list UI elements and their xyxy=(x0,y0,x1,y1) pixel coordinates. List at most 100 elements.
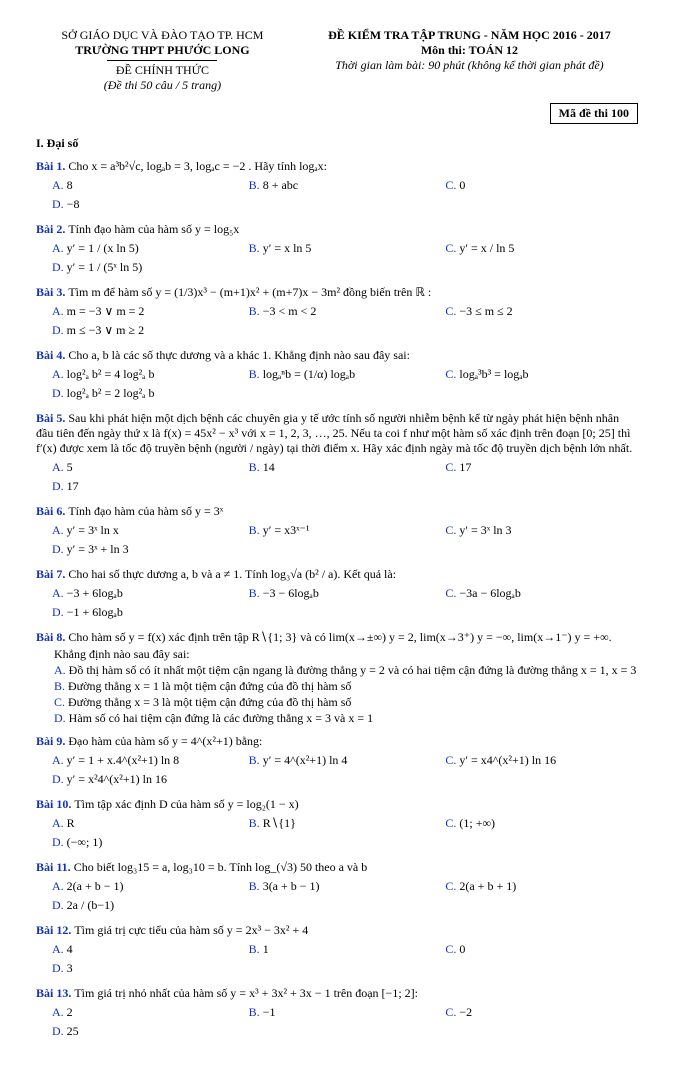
choice-text: −2 xyxy=(459,1005,472,1019)
choice-label: A. xyxy=(52,460,67,474)
problem-statement: Bài 11. Cho biết log₃15 = a, log₃10 = b.… xyxy=(36,860,638,875)
choice: C. y′ = x / ln 5 xyxy=(441,239,638,258)
choice-text: (1; +∞) xyxy=(459,816,495,830)
choice: B. −1 xyxy=(245,1003,442,1022)
problem-text: Cho hàm số y = f(x) xác định trên tập R∖… xyxy=(68,630,611,644)
choice-text: Đường thẳng x = 1 là một tiệm cận đứng c… xyxy=(68,679,351,693)
choice-label: A. xyxy=(52,304,67,318)
choice: C. y′ = 3ˣ ln 3 xyxy=(441,521,638,540)
choice: B. y′ = x ln 5 xyxy=(245,239,442,258)
choice: B. 14 xyxy=(245,458,442,477)
choice-label: B. xyxy=(249,586,263,600)
choice: D. (−∞; 1) xyxy=(48,833,638,852)
problem-text: Cho x = a³b²√c, logₐb = 3, logₐc = −2 . … xyxy=(68,159,327,173)
problem-number: Bài 2. xyxy=(36,222,68,236)
school-name: TRƯỜNG THPT PHƯỚC LONG xyxy=(36,43,289,58)
choice-label: D. xyxy=(52,323,67,337)
problem-number: Bài 7. xyxy=(36,567,68,581)
choice-text: logₐ³b³ = logₐb xyxy=(459,367,528,381)
duration-line: Thời gian làm bài: 90 phút (không kể thờ… xyxy=(301,58,638,73)
choice: C. −3 ≤ m ≤ 2 xyxy=(441,302,638,321)
problem-number: Bài 8. xyxy=(36,630,68,644)
choice-row: A. 4B. 1C. 0D. 3 xyxy=(48,940,638,978)
problem-statement: Bài 6. Tính đạo hàm của hàm số y = 3ˣ xyxy=(36,504,638,519)
choice-label: B. xyxy=(249,241,263,255)
choice: A. y′ = 1 + x.4^(x²+1) ln 8 xyxy=(48,751,245,770)
choice-label: D. xyxy=(52,835,67,849)
choice-text: 2(a + b + 1) xyxy=(459,879,516,893)
problem-text: Cho hai số thực dương a, b và a ≠ 1. Tín… xyxy=(68,567,396,581)
problem-subtext: Khẳng định nào sau đây sai: xyxy=(54,647,638,662)
choice-text: m ≤ −3 ∨ m ≥ 2 xyxy=(67,323,144,337)
choice-label: A. xyxy=(54,663,69,677)
problem-text: Sau khi phát hiện một dịch bệnh các chuy… xyxy=(36,411,632,455)
choice-label: A. xyxy=(52,753,67,767)
choice-text: logₐⁿb = (1/α) logₐb xyxy=(263,367,355,381)
official-label: ĐỀ CHÍNH THỨC xyxy=(36,63,289,78)
choice: A. 5 xyxy=(48,458,245,477)
choice-text: −3 < m < 2 xyxy=(263,304,317,318)
choice: B. logₐⁿb = (1/α) logₐb xyxy=(245,365,442,384)
ministry-line: SỞ GIÁO DỤC VÀ ĐÀO TẠO TP. HCM xyxy=(36,28,289,43)
problem: Bài 11. Cho biết log₃15 = a, log₃10 = b.… xyxy=(36,860,638,915)
choice-text: 17 xyxy=(459,460,471,474)
exam-title: ĐỀ KIỂM TRA TẬP TRUNG - NĂM HỌC 2016 - 2… xyxy=(301,28,638,43)
header-right: ĐỀ KIỂM TRA TẬP TRUNG - NĂM HỌC 2016 - 2… xyxy=(301,28,638,93)
choice-row: A. y′ = 3ˣ ln xB. y′ = x3ˣ⁻¹C. y′ = 3ˣ l… xyxy=(48,521,638,559)
problem-statement: Bài 3. Tìm m để hàm số y = (1/3)x³ − (m+… xyxy=(36,285,638,300)
choice: A. 8 xyxy=(48,176,245,195)
choice: B. 3(a + b − 1) xyxy=(245,877,442,896)
problem-statement: Bài 5. Sau khi phát hiện một dịch bệnh c… xyxy=(36,411,638,456)
choice: C. 0 xyxy=(441,176,638,195)
problem-statement: Bài 1. Cho x = a³b²√c, logₐb = 3, logₐc … xyxy=(36,159,638,174)
choice: B. y′ = x3ˣ⁻¹ xyxy=(245,521,442,540)
choice-label: B. xyxy=(249,1005,263,1019)
choice: D. 25 xyxy=(48,1022,638,1041)
problem-number: Bài 1. xyxy=(36,159,68,173)
choice-row: A. m = −3 ∨ m = 2B. −3 < m < 2C. −3 ≤ m … xyxy=(48,302,638,340)
choice-text: 0 xyxy=(459,178,465,192)
choice-text: R xyxy=(67,816,75,830)
choice-text: 4 xyxy=(67,942,73,956)
choice-text: −1 + 6logₐb xyxy=(67,605,123,619)
problem-number: Bài 11. xyxy=(36,860,74,874)
choice-row: A. y′ = 1 + x.4^(x²+1) ln 8B. y′ = 4^(x²… xyxy=(48,751,638,789)
choice-label: C. xyxy=(54,695,68,709)
choice-label: D. xyxy=(52,197,67,211)
choice-text: y′ = 1 / (5ˣ ln 5) xyxy=(67,260,143,274)
choice-label: B. xyxy=(249,460,263,474)
subject-line: Môn thi: TOÁN 12 xyxy=(301,43,638,58)
problem: Bài 7. Cho hai số thực dương a, b và a ≠… xyxy=(36,567,638,622)
choice-label: C. xyxy=(445,816,459,830)
choice-text: 17 xyxy=(67,479,79,493)
problem-number: Bài 12. xyxy=(36,923,74,937)
choice: B. y′ = 4^(x²+1) ln 4 xyxy=(245,751,442,770)
problem-number: Bài 3. xyxy=(36,285,68,299)
problem-text: Tìm m để hàm số y = (1/3)x³ − (m+1)x² + … xyxy=(68,285,431,299)
choice: B. 1 xyxy=(245,940,442,959)
choice-row: A. 2B. −1C. −2D. 25 xyxy=(48,1003,638,1041)
choice-row: A. y′ = 1 / (x ln 5)B. y′ = x ln 5C. y′ … xyxy=(48,239,638,277)
choice-text: Đồ thị hàm số có ít nhất một tiệm cận ng… xyxy=(69,663,637,677)
choice: D. −1 + 6logₐb xyxy=(48,603,638,622)
choice-label: D. xyxy=(54,711,69,725)
problem-statement: Bài 4. Cho a, b là các số thực dương và … xyxy=(36,348,638,363)
choice-label: A. xyxy=(52,816,67,830)
problem-number: Bài 13. xyxy=(36,986,74,1000)
choice-label: A. xyxy=(52,1005,67,1019)
choice: D. log²ₐ b² = 2 log²ₐ b xyxy=(48,384,638,403)
problem-number: Bài 4. xyxy=(36,348,68,362)
header-left: SỞ GIÁO DỤC VÀ ĐÀO TẠO TP. HCM TRƯỜNG TH… xyxy=(36,28,289,93)
choice-label: B. xyxy=(249,367,263,381)
problem-number: Bài 10. xyxy=(36,797,74,811)
choice-row: A. −3 + 6logₐbB. −3 − 6logₐbC. −3a − 6lo… xyxy=(48,584,638,622)
problem-list: Bài 1. Cho x = a³b²√c, logₐb = 3, logₐc … xyxy=(36,159,638,1041)
choice: B. R∖{1} xyxy=(245,814,442,833)
choice-text: −1 xyxy=(263,1005,276,1019)
problem-number: Bài 9. xyxy=(36,734,68,748)
choice-text: 3 xyxy=(67,961,73,975)
problem-statement: Bài 12. Tìm giá trị cực tiểu của hàm số … xyxy=(36,923,638,938)
choice-text: 2a / (b−1) xyxy=(67,898,114,912)
choice-text: y′ = x ln 5 xyxy=(263,241,312,255)
problem-text: Cho biết log₃15 = a, log₃10 = b. Tính lo… xyxy=(74,860,368,874)
